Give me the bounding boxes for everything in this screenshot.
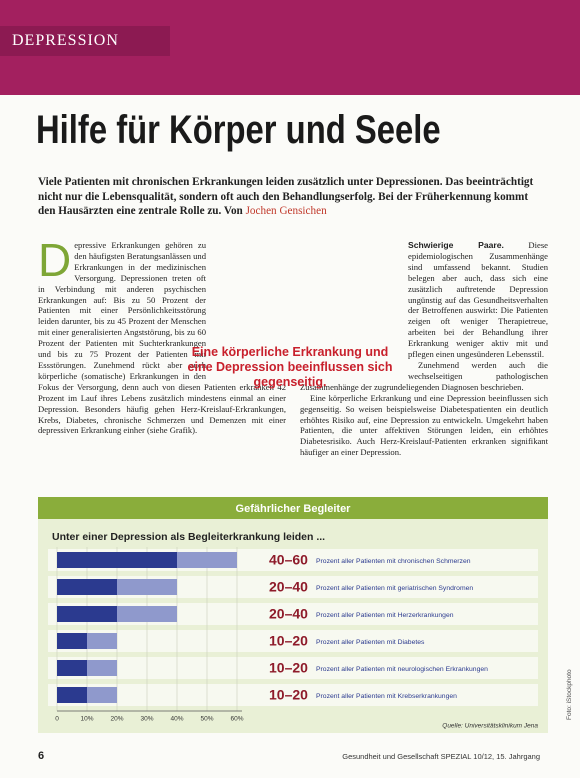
journal: Gesundheit und Gesellschaft SPEZIAL 10/1… [342, 752, 540, 761]
paragraph: Zunehmend werden auch die wechselseitige… [300, 359, 548, 392]
pull-quote: Eine körperliche Erkrankung und eine Dep… [187, 345, 393, 389]
lead: Viele Patienten mit chronischen Erkranku… [38, 175, 543, 219]
photo-credit: Foto: iStockphoto [566, 669, 573, 720]
chart-title: Gefährlicher Begleiter [236, 503, 352, 515]
row-label: Prozent aller Patienten mit Herzerkranku… [316, 612, 454, 619]
range-label: 10–20 [269, 687, 308, 703]
title: Hilfe für Körper und Seele [36, 108, 441, 152]
range-label: 40–60 [269, 552, 308, 568]
row-background [48, 630, 538, 652]
x-tick-label: 10% [80, 716, 93, 723]
bar-range [87, 633, 117, 649]
range-label: 10–20 [269, 660, 308, 676]
chart-subtitle: Unter einer Depression als Begleiterkran… [52, 531, 325, 543]
range-label: 10–20 [269, 633, 308, 649]
x-tick-label: 40% [170, 716, 183, 723]
bar-range [177, 552, 237, 568]
bar-range [87, 687, 117, 703]
bar-low [57, 660, 87, 676]
row-background [48, 684, 538, 706]
bar-low [57, 606, 117, 622]
range-label: 20–40 [269, 579, 308, 595]
bar-range [87, 660, 117, 676]
x-tick-label: 60% [230, 716, 243, 723]
section-label: DEPRESSION [0, 26, 170, 56]
right-column: Schwierige Paare. Diese epidemiologische… [300, 240, 548, 458]
chart-header [38, 497, 548, 519]
row-label: Prozent aller Patienten mit neurologisch… [316, 666, 488, 673]
row-label: Prozent aller Patienten mit Diabetes [316, 639, 425, 646]
paragraph: Schwierige Paare. Diese epidemiologische… [300, 240, 548, 360]
bar-low [57, 552, 177, 568]
lead-text: Viele Patienten mit chronischen Erkranku… [38, 176, 534, 217]
page-number: 6 [38, 750, 45, 762]
row-label: Prozent aller Patienten mit chronischen … [316, 558, 471, 565]
source: Quelle: Universitätsklinikum Jena [442, 723, 538, 730]
bar-range [117, 606, 177, 622]
bar-low [57, 633, 87, 649]
row-label: Prozent aller Patienten mit Krebserkrank… [316, 693, 457, 700]
x-tick-label: 20% [110, 716, 123, 723]
bar-low [57, 687, 87, 703]
body-text: Diese epidemiologischen Zusammenhänge si… [408, 240, 548, 360]
bar-low [57, 579, 117, 595]
author: Jochen Gensichen [245, 205, 327, 217]
x-tick-label: 50% [200, 716, 213, 723]
x-tick-label: 30% [140, 716, 153, 723]
subheading: Schwierige Paare. [408, 240, 504, 250]
paragraph: Eine körperliche Erkrankung und eine Dep… [300, 392, 548, 458]
chart: Gefährlicher Begleiter Unter einer Depre… [38, 497, 548, 733]
x-tick-label: 0 [55, 716, 59, 723]
row-label: Prozent aller Patienten mit geriatrische… [316, 585, 473, 592]
range-label: 20–40 [269, 606, 308, 622]
row-background [48, 657, 538, 679]
drop-cap: D [38, 234, 72, 286]
body-text: epressive Erkrankungen gehören zu den hä… [38, 240, 286, 436]
bar-range [117, 579, 177, 595]
